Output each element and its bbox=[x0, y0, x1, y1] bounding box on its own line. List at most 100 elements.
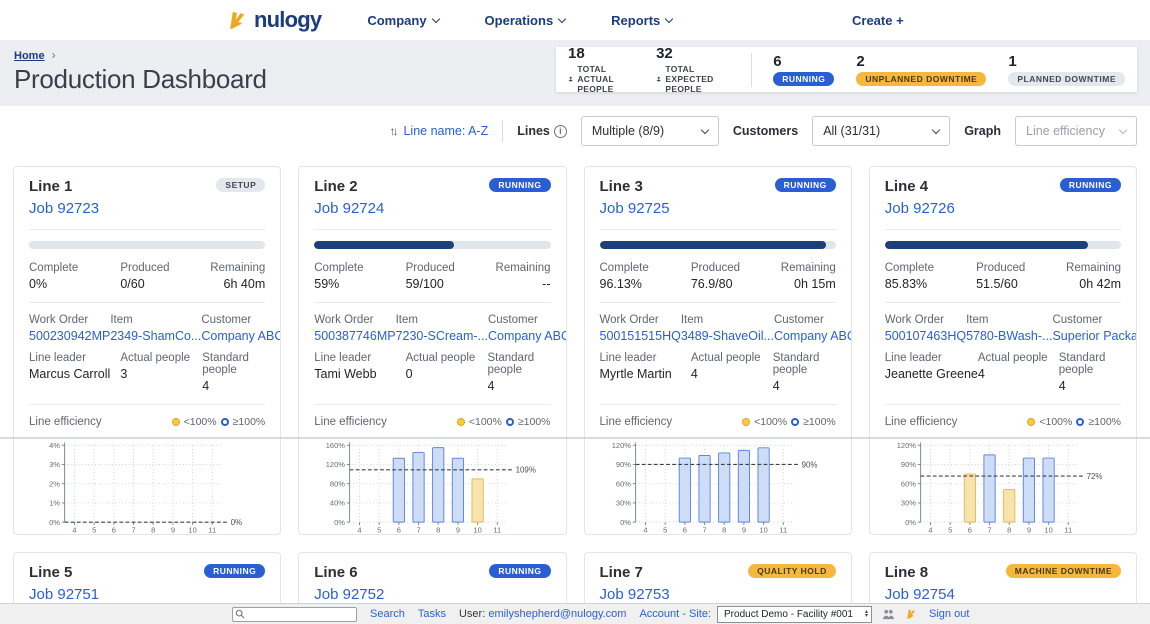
produced-value: 76.9/80 bbox=[691, 277, 773, 291]
item-link[interactable]: 2349-ShamCo... bbox=[110, 329, 201, 343]
svg-text:4: 4 bbox=[358, 525, 362, 534]
footer-search-input[interactable] bbox=[232, 607, 357, 622]
svg-text:5: 5 bbox=[663, 525, 667, 534]
actual-people-value: 4 bbox=[691, 367, 773, 381]
svg-text:4: 4 bbox=[72, 525, 76, 534]
footer-user-email-link[interactable]: emilyshepherd@nulogy.com bbox=[488, 608, 626, 620]
nav-operations[interactable]: Operations bbox=[485, 13, 566, 28]
field-label: Work Order bbox=[314, 314, 395, 326]
graph-filter-label: Graph bbox=[964, 124, 1001, 138]
svg-text:0%: 0% bbox=[620, 518, 631, 527]
svg-text:6: 6 bbox=[397, 525, 401, 534]
stat-running: 6 RUNNING bbox=[773, 53, 834, 86]
sign-out-link[interactable]: Sign out bbox=[929, 608, 969, 620]
info-icon[interactable]: i bbox=[554, 125, 567, 138]
line-efficiency-chart: 0%40%80%120%160%4567891011109%Time start bbox=[314, 432, 550, 535]
stat-unplanned-downtime: 2 UNPLANNED DOWNTIME bbox=[856, 53, 986, 86]
field-label: Actual people bbox=[120, 352, 202, 364]
job-link[interactable]: Job 92724 bbox=[314, 200, 384, 217]
sort-link[interactable]: Line name: A-Z bbox=[403, 124, 488, 138]
footer-account-link[interactable]: Account bbox=[639, 608, 679, 620]
page-header: Home › Production Dashboard 18 TOTAL ACT… bbox=[0, 40, 1150, 106]
job-link[interactable]: Job 92726 bbox=[885, 200, 955, 217]
customer-link[interactable]: Company ABC bbox=[201, 329, 281, 343]
stat-total-expected-people: 32 TOTAL EXPECTED PEOPLE bbox=[656, 45, 729, 94]
customer-link[interactable]: Superior Packa... bbox=[1052, 329, 1137, 343]
field-label: Complete bbox=[885, 262, 976, 274]
chevron-down-icon bbox=[431, 14, 439, 22]
field-label: Actual people bbox=[406, 352, 488, 364]
running-badge: RUNNING bbox=[773, 72, 834, 86]
svg-text:5: 5 bbox=[948, 525, 952, 534]
footer-user: User: emilyshepherd@nulogy.com bbox=[459, 608, 626, 620]
line-card: Line 1 SETUP Job 92723 Complete 0% Produ… bbox=[13, 166, 281, 535]
svg-text:8: 8 bbox=[151, 525, 155, 534]
job-link[interactable]: Job 92725 bbox=[600, 200, 670, 217]
field-label: Line leader bbox=[600, 352, 691, 364]
svg-text:6: 6 bbox=[968, 525, 972, 534]
item-link[interactable]: 3489-ShaveOil... bbox=[681, 329, 774, 343]
line-status-badge: RUNNING bbox=[1060, 178, 1121, 192]
customer-link[interactable]: Company ABC bbox=[488, 329, 567, 343]
svg-text:0%: 0% bbox=[334, 518, 345, 527]
nulogy-logo[interactable]: nulogy bbox=[226, 7, 321, 33]
customer-link[interactable]: Company ABC bbox=[774, 329, 852, 343]
complete-value: 85.83% bbox=[885, 277, 976, 291]
lines-select[interactable]: Multiple (8/9) bbox=[581, 116, 719, 146]
job-link[interactable]: Job 92723 bbox=[29, 200, 99, 217]
create-button[interactable]: Create + bbox=[852, 13, 904, 28]
footer-tasks-link[interactable]: Tasks bbox=[418, 608, 446, 620]
field-label: Work Order bbox=[885, 314, 966, 326]
svg-text:4: 4 bbox=[928, 525, 932, 534]
work-order-link[interactable]: 500151515HQ bbox=[600, 329, 681, 343]
divider bbox=[600, 404, 836, 405]
svg-text:11: 11 bbox=[208, 525, 216, 534]
nav-company[interactable]: Company bbox=[367, 13, 438, 28]
chevron-down-icon bbox=[665, 14, 673, 22]
sort-control[interactable]: ↑↓ Line name: A-Z bbox=[389, 124, 488, 138]
svg-text:0%: 0% bbox=[231, 518, 243, 527]
svg-text:2%: 2% bbox=[49, 479, 60, 488]
nulogy-mark-icon[interactable] bbox=[905, 608, 917, 620]
item-link[interactable]: 7230-SCream-... bbox=[396, 329, 488, 343]
svg-text:9: 9 bbox=[741, 525, 745, 534]
svg-text:8: 8 bbox=[436, 525, 440, 534]
job-link[interactable]: Job 92751 bbox=[29, 586, 99, 603]
field-label: Remaining bbox=[488, 262, 551, 274]
work-order-link[interactable]: 500107463HQ bbox=[885, 329, 966, 343]
svg-text:60%: 60% bbox=[901, 479, 916, 488]
chevron-down-icon bbox=[701, 125, 709, 133]
field-label: Remaining bbox=[202, 262, 265, 274]
item-link[interactable]: 5780-BWash-... bbox=[966, 329, 1052, 343]
job-progress-bar bbox=[600, 241, 836, 249]
job-link[interactable]: Job 92754 bbox=[885, 586, 955, 603]
chart-title: Line efficiency bbox=[600, 416, 673, 428]
work-order-link[interactable]: 500230942MP bbox=[29, 329, 110, 343]
work-order-link[interactable]: 500387746MP bbox=[314, 329, 395, 343]
svg-text:120%: 120% bbox=[611, 441, 631, 450]
graph-select[interactable]: Line efficiency bbox=[1015, 116, 1137, 146]
svg-text:5: 5 bbox=[377, 525, 381, 534]
nav-reports[interactable]: Reports bbox=[611, 13, 672, 28]
svg-text:109%: 109% bbox=[516, 466, 536, 475]
job-link[interactable]: Job 92752 bbox=[314, 586, 384, 603]
customers-select[interactable]: All (31/31) bbox=[812, 116, 950, 146]
footer-site-select[interactable]: Product Demo - Facility #001 ▴▾ bbox=[717, 606, 872, 623]
legend-above-icon bbox=[221, 418, 229, 426]
field-label: Customer bbox=[1052, 314, 1137, 326]
divider bbox=[29, 229, 265, 230]
nulogy-logo-icon bbox=[226, 9, 248, 31]
standard-people-value: 4 bbox=[202, 379, 265, 393]
divider bbox=[314, 229, 550, 230]
job-link[interactable]: Job 92753 bbox=[600, 586, 670, 603]
svg-text:4%: 4% bbox=[49, 441, 60, 450]
line-leader-value: Marcus Carroll bbox=[29, 367, 120, 381]
footer-search-link[interactable]: Search bbox=[370, 608, 405, 620]
field-label: Complete bbox=[29, 262, 120, 274]
select-stepper-icon: ▴▾ bbox=[865, 610, 868, 619]
remaining-value: 0h 15m bbox=[773, 277, 836, 291]
users-group-icon[interactable] bbox=[882, 609, 895, 620]
job-progress-bar bbox=[314, 241, 550, 249]
breadcrumb-home-link[interactable]: Home bbox=[14, 50, 45, 62]
stats-divider bbox=[751, 53, 752, 87]
